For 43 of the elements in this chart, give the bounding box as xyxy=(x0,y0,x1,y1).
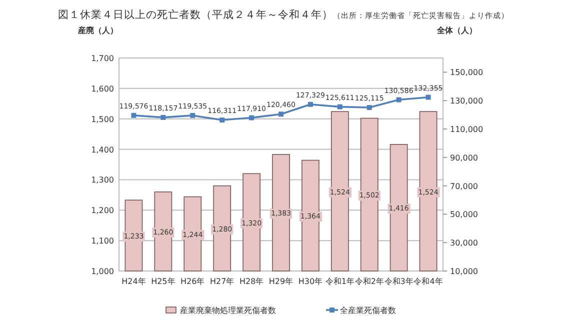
point xyxy=(308,102,313,107)
y2-tick-label: 130,000 xyxy=(450,96,484,106)
point xyxy=(131,112,136,118)
y-tick-label: 1,300 xyxy=(91,176,114,185)
point xyxy=(278,112,284,117)
x-tick-label: 令和3年 xyxy=(384,277,414,286)
y2-tick-label: 10,000 xyxy=(450,267,478,276)
x-tick-label: H26年 xyxy=(180,277,205,286)
x-tick-label: H30年 xyxy=(298,277,323,286)
y-tick-label: 1,200 xyxy=(91,206,114,216)
x-tick-label: H25年 xyxy=(151,277,176,286)
y2-tick-label: 150,000 xyxy=(450,68,484,78)
x-tick-label: H24年 xyxy=(122,277,146,286)
y2-tick-label: 70,000 xyxy=(450,182,478,191)
point xyxy=(337,104,342,110)
point xyxy=(426,94,431,100)
x-tick-label: H29年 xyxy=(268,277,294,286)
y-tick-label: 1,100 xyxy=(91,236,114,246)
x-tick-label: H28年 xyxy=(239,277,264,286)
y-axis-title: 産廃（人） xyxy=(77,25,118,35)
point xyxy=(366,105,372,110)
y2-tick-label: 90,000 xyxy=(450,153,478,162)
y2-tick-label: 30,000 xyxy=(450,238,478,248)
point xyxy=(220,118,225,123)
point xyxy=(396,97,402,102)
point xyxy=(160,114,166,120)
legend-label: 産業廃棄物処理業死傷者数 xyxy=(180,306,276,315)
y-tick-label: 1,700 xyxy=(91,54,114,63)
point xyxy=(190,112,196,118)
point xyxy=(249,115,254,120)
y-tick-label: 1,500 xyxy=(91,114,114,124)
x-tick-label: 令和4年 xyxy=(414,277,443,286)
x-tick-label: 令和2年 xyxy=(354,277,384,286)
x-tick-label: 令和1年 xyxy=(325,277,354,286)
x-tick-label: H27年 xyxy=(210,277,234,286)
y2-axis-title: 全体（人） xyxy=(436,26,477,35)
y2-tick-label: 50,000 xyxy=(450,210,478,220)
y2-tick-label: 110,000 xyxy=(450,125,484,134)
chart-title: 図１休業４日以上の死亡者数（平成２４年～令和４年） xyxy=(58,8,333,21)
y-tick-label: 1,000 xyxy=(91,267,114,276)
y-tick-label: 1,400 xyxy=(91,145,114,154)
y-tick-label: 1,600 xyxy=(91,84,114,94)
legend-label: 全産業死傷者数 xyxy=(340,306,396,315)
